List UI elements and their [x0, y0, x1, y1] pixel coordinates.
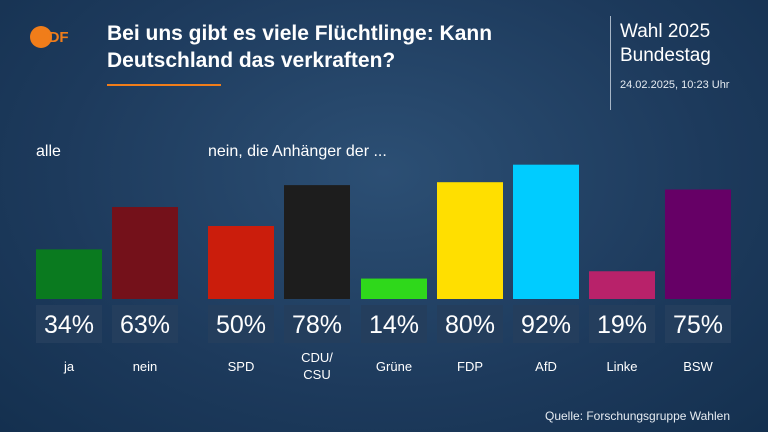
bar-gruene	[361, 278, 427, 299]
source-note: Quelle: Forschungsgruppe Wahlen	[545, 409, 730, 423]
value-box-ja	[36, 305, 102, 343]
zdf-logo: ZDF	[30, 26, 69, 48]
value-box-gruene	[361, 305, 427, 343]
title-underline	[107, 84, 221, 86]
chart-title: Bei uns gibt es viele Flüchtlinge: Kann …	[107, 22, 493, 72]
value-box-spd	[208, 305, 274, 343]
value-label-spd: 50%	[216, 311, 266, 339]
election-line-2: Bundestag	[620, 45, 711, 66]
value-label-ja: 34%	[44, 311, 94, 339]
category-label-nein: nein	[133, 359, 158, 374]
group-label-parties: nein, die Anhänger der ...	[208, 143, 387, 160]
category-label-cdu-csu: CDU/CSU	[301, 350, 333, 382]
timestamp: 24.02.2025, 10:23 Uhr	[620, 79, 730, 91]
value-label-cdu-csu: 78%	[292, 311, 342, 339]
bar-nein	[112, 207, 178, 299]
bar-fdp	[437, 182, 503, 299]
value-box-cdu-csu	[284, 305, 350, 343]
category-label-fdp: FDP	[457, 359, 483, 374]
value-label-afd: 92%	[521, 311, 571, 339]
group-label-all: alle	[36, 143, 61, 160]
value-box-bsw	[665, 305, 731, 343]
header-divider	[610, 16, 611, 110]
bar-cdu-csu	[284, 185, 350, 299]
bar-ja	[36, 249, 102, 299]
category-label-linke: Linke	[606, 359, 637, 374]
value-box-fdp	[437, 305, 503, 343]
value-box-nein	[112, 305, 178, 343]
value-box-afd	[513, 305, 579, 343]
value-label-gruene: 14%	[369, 311, 419, 339]
value-label-bsw: 75%	[673, 311, 723, 339]
category-label-afd: AfD	[535, 359, 557, 374]
bar-afd	[513, 164, 579, 299]
bar-linke	[589, 271, 655, 299]
value-label-fdp: 80%	[445, 311, 495, 339]
election-label: Wahl 2025 Bundestag	[620, 20, 711, 68]
bar-spd	[208, 226, 274, 299]
value-box-linke	[589, 305, 655, 343]
election-line-1: Wahl 2025	[620, 21, 711, 42]
logo-text: ZDF	[39, 29, 68, 46]
category-label-gruene: Grüne	[376, 359, 412, 374]
bar-bsw	[665, 189, 731, 299]
value-label-linke: 19%	[597, 311, 647, 339]
value-label-nein: 63%	[120, 311, 170, 339]
category-label-bsw: BSW	[683, 359, 713, 374]
category-label-ja: ja	[63, 359, 75, 374]
category-label-spd: SPD	[228, 359, 255, 374]
